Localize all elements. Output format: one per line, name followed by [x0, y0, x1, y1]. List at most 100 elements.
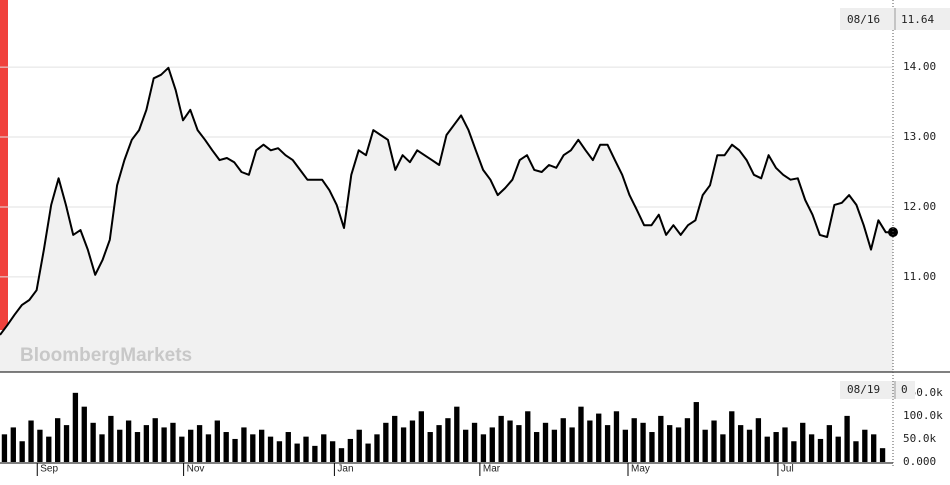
- volume-bar: [853, 441, 859, 463]
- volume-bar: [365, 443, 371, 463]
- volume-bar: [542, 422, 549, 463]
- range-marker: [0, 0, 8, 330]
- volume-bar: [445, 418, 451, 463]
- volume-bar: [471, 422, 478, 463]
- volume-bar: [250, 434, 256, 463]
- volume-bar: [188, 429, 194, 463]
- volume-bar: [418, 411, 424, 463]
- volume-bar: [746, 429, 753, 463]
- volume-bar: [578, 406, 584, 463]
- volume-bar: [684, 418, 691, 463]
- volume-bar: [675, 427, 682, 463]
- volume-bar: [533, 432, 540, 463]
- x-tick-label: Jan: [337, 464, 353, 475]
- volume-bar: [90, 422, 96, 463]
- volume-bar: [808, 434, 815, 463]
- volume-bar: [329, 441, 336, 463]
- last-date: 08/19: [847, 383, 880, 396]
- volume-bar: [143, 425, 150, 463]
- volume-bar: [622, 429, 628, 463]
- volume-bar: [463, 429, 469, 463]
- volume-bar: [117, 429, 123, 463]
- price-panel: 11.00 12.00 13.00 14.00: [0, 60, 936, 373]
- volume-bar: [737, 425, 744, 463]
- volume-bar: [179, 436, 185, 463]
- y-tick-label: 0.000: [903, 455, 936, 468]
- volume-bar: [844, 415, 850, 463]
- volume-bar: [152, 418, 158, 463]
- volume-bar: [826, 425, 833, 463]
- volume-bar: [400, 427, 407, 463]
- volume-bar: [223, 432, 229, 463]
- volume-bar: [454, 406, 460, 463]
- volume-bar: [631, 418, 637, 463]
- volume-bar: [409, 420, 416, 463]
- volume-bar: [125, 420, 132, 463]
- last-date: 08/16: [847, 13, 880, 26]
- price-last-box: 08/16 11.64: [840, 8, 950, 30]
- volume-bar: [516, 425, 522, 463]
- volume-bar: [303, 436, 309, 463]
- x-tick-label: May: [631, 464, 650, 475]
- volume-bar: [720, 434, 726, 463]
- label-box: [840, 381, 915, 399]
- volume-bar: [108, 415, 114, 463]
- volume-bar: [649, 432, 655, 463]
- y-tick-label: 12.00: [903, 200, 936, 213]
- volume-bar: [392, 415, 398, 463]
- volume-bar: [338, 448, 345, 463]
- volume-bar: [613, 411, 620, 463]
- volume-bar: [525, 411, 531, 463]
- volume-bar: [134, 432, 141, 463]
- watermark: BloombergMarkets: [20, 345, 192, 366]
- volume-bar: [356, 429, 362, 463]
- volume-bar: [879, 448, 886, 463]
- volume-bar: [711, 420, 717, 463]
- volume-last-box: 08/19 0: [840, 381, 915, 399]
- y-tick-label: 50.0k: [903, 432, 936, 445]
- last-point: [888, 227, 898, 238]
- volume-bar: [569, 427, 575, 463]
- volume-bar: [658, 415, 664, 463]
- y-tick-label: 14.00: [903, 60, 936, 73]
- volume-bar: [383, 422, 389, 463]
- volume-bar: [862, 429, 868, 463]
- volume-bar: [791, 441, 797, 463]
- volume-bar: [196, 425, 203, 463]
- volume-bar: [232, 438, 238, 463]
- volume-bar: [693, 402, 699, 463]
- volume-bar: [764, 436, 770, 463]
- y-tick-label: 100.0k: [903, 409, 943, 422]
- x-tick-label: Mar: [483, 464, 501, 475]
- volume-bar: [640, 422, 646, 463]
- volume-bar: [587, 420, 593, 463]
- volume-bar: [312, 445, 318, 463]
- volume-bar: [489, 427, 495, 463]
- volume-bar: [10, 427, 16, 463]
- volume-bar: [596, 413, 602, 463]
- volume-bar: [800, 422, 806, 463]
- volume-bar: [214, 420, 220, 463]
- volume-bar: [37, 429, 43, 463]
- volume-bar: [99, 434, 105, 463]
- volume-bar: [28, 420, 34, 463]
- volume-bar: [427, 432, 433, 463]
- volume-bar: [19, 441, 25, 463]
- volume-bar: [480, 434, 487, 463]
- volume-bar: [259, 429, 265, 463]
- volume-bar: [729, 411, 735, 463]
- volume-bar: [560, 418, 566, 463]
- volume-bar: [81, 406, 87, 463]
- volume-bar: [170, 422, 176, 463]
- volume-bar: [347, 438, 354, 463]
- volume-bar: [374, 434, 380, 463]
- last-value: 0: [901, 383, 908, 396]
- x-tick-label: Nov: [187, 464, 205, 475]
- x-tick-label: Jul: [781, 464, 794, 475]
- volume-bar: [54, 418, 61, 463]
- volume-bar: [702, 429, 708, 463]
- volume-bar: [276, 441, 283, 463]
- last-value: 11.64: [901, 13, 934, 26]
